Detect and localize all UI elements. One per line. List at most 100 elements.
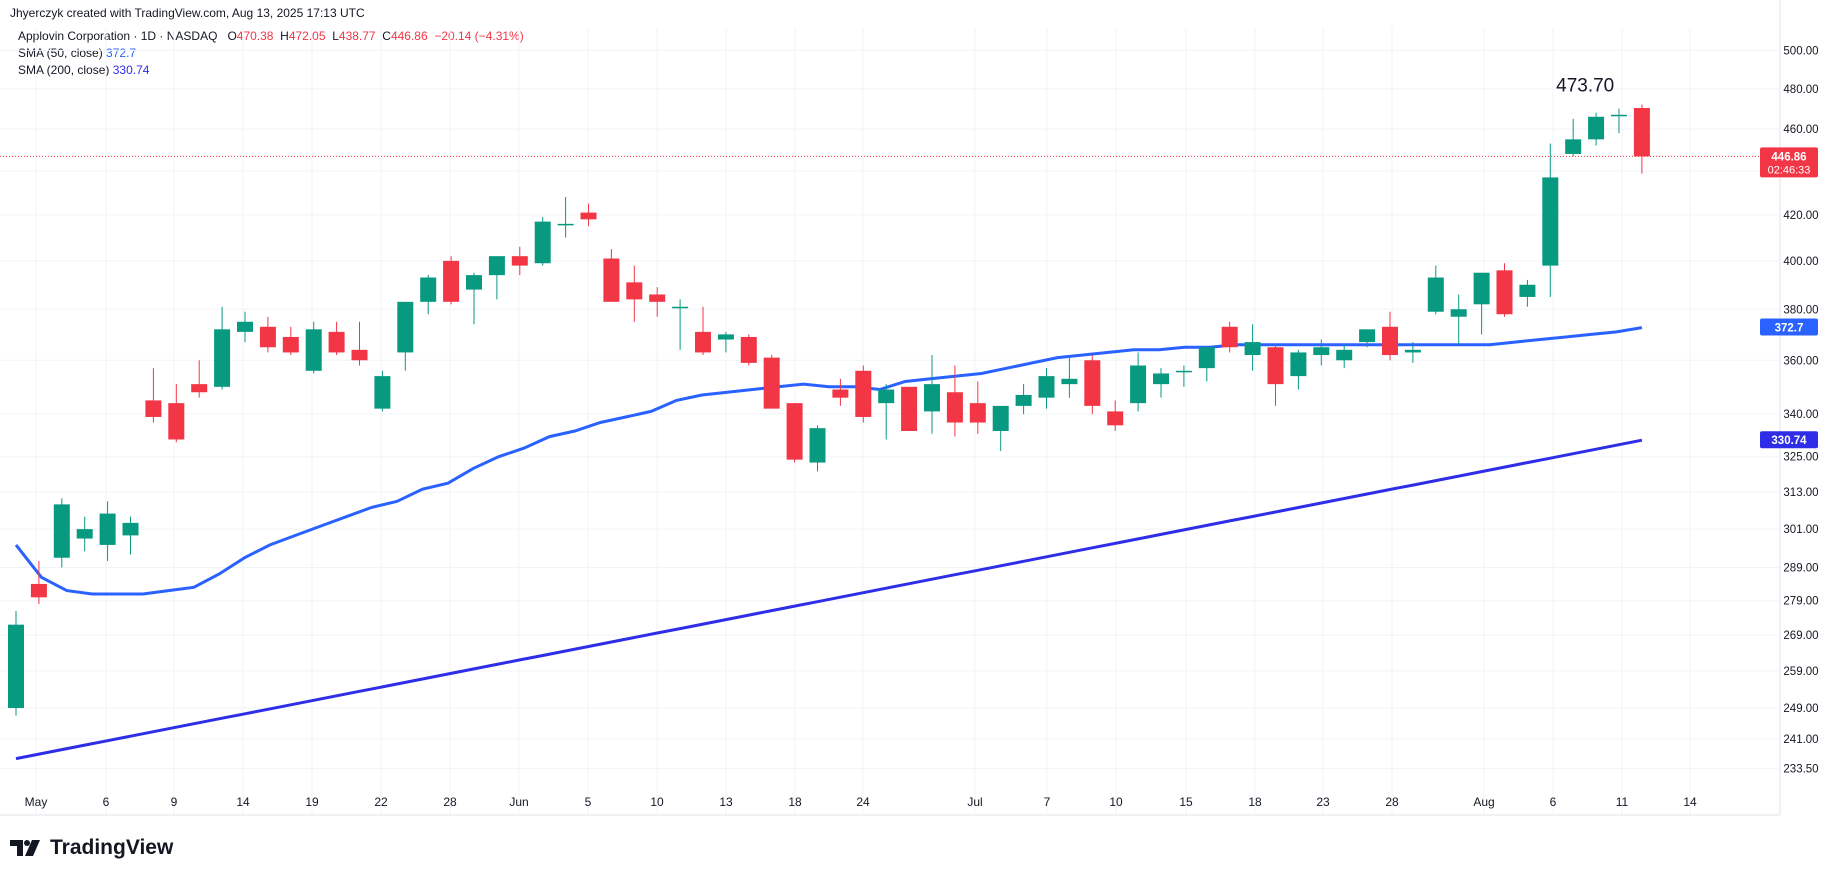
- symbol-name[interactable]: Applovin Corporation · 1D · NASDAQ: [18, 29, 218, 43]
- candle-body: [534, 221, 551, 264]
- sma50-badge-label: 372.7: [1775, 323, 1804, 335]
- candle-body: [1107, 411, 1124, 426]
- candle-body: [1519, 284, 1536, 297]
- candle-body: [374, 376, 391, 409]
- candle-body: [214, 329, 231, 387]
- candle-body: [1038, 376, 1055, 398]
- candle-body: [1153, 373, 1169, 385]
- candle-body: [1244, 342, 1261, 356]
- candle-body: [1427, 277, 1444, 312]
- open-value: 470.38: [236, 29, 274, 43]
- candle-body: [1565, 139, 1582, 154]
- x-tick-label: May: [25, 795, 48, 809]
- x-tick-label: 14: [236, 795, 250, 809]
- last-price-badge-countdown: 02:46:33: [1768, 164, 1811, 176]
- candle-body: [53, 504, 70, 558]
- candle-body: [1221, 326, 1238, 348]
- candle-body: [1382, 326, 1398, 356]
- change-value: −20.14 (−4.31%): [434, 29, 524, 43]
- candle-body: [305, 329, 322, 371]
- y-tick-label: 500.00: [1783, 45, 1818, 57]
- y-tick-label: 249.00: [1783, 703, 1818, 715]
- x-tick-label: 22: [374, 795, 388, 809]
- candle-body: [1290, 352, 1307, 377]
- candle-body: [328, 331, 345, 353]
- candle-body: [832, 389, 849, 398]
- tradingview-logo-text: TradingView: [50, 836, 174, 859]
- symbol-ohlc-line: Applovin Corporation · 1D · NASDAQ O470.…: [18, 29, 524, 43]
- candle-body: [1611, 114, 1627, 117]
- x-tick-label: 11: [1616, 795, 1629, 809]
- high-annotation-label: 473.70: [1556, 75, 1614, 96]
- sma50-line: [14, 326, 1643, 596]
- candle-body: [282, 336, 299, 353]
- x-tick-label: 15: [1179, 795, 1193, 809]
- sma50-legend[interactable]: SMA (50, close) 372.7: [18, 46, 136, 60]
- candle-body: [603, 258, 620, 302]
- x-tick-label: 24: [856, 795, 870, 809]
- candle-body: [8, 624, 24, 709]
- candle-body: [1359, 329, 1376, 343]
- y-tick-label: 301.00: [1783, 524, 1818, 536]
- y-tick-label: 480.00: [1783, 84, 1818, 96]
- candle-body: [946, 392, 963, 423]
- y-tick-label: 259.00: [1783, 666, 1818, 678]
- candle-body: [557, 223, 574, 226]
- y-tick-label: 460.00: [1783, 124, 1818, 136]
- y-tick-label: 400.00: [1783, 256, 1818, 268]
- sma200-badge-label: 330.74: [1771, 435, 1807, 447]
- high-label: H: [280, 29, 289, 43]
- candle-body: [809, 428, 826, 463]
- candle-body: [351, 349, 368, 361]
- sma50-badge-bg: [1760, 318, 1818, 336]
- candle-body: [511, 256, 528, 266]
- candle-body: [1267, 347, 1284, 385]
- candle-body: [1633, 107, 1650, 157]
- y-tick-label: 340.00: [1783, 409, 1818, 421]
- y-tick-label: 289.00: [1783, 562, 1818, 574]
- x-tick-label: 14: [1683, 795, 1697, 809]
- y-tick-label: 241.00: [1783, 734, 1818, 746]
- high-value: 472.05: [288, 29, 326, 43]
- low-value: 438.77: [338, 29, 376, 43]
- tradingview-logo-icon: [10, 840, 40, 856]
- x-tick-label: Jun: [509, 795, 528, 809]
- y-tick-label: 420.00: [1783, 210, 1818, 222]
- candle-body: [420, 277, 437, 302]
- candle-body: [99, 513, 116, 545]
- candle-body: [740, 336, 757, 363]
- close-value: 446.86: [390, 29, 428, 43]
- candle-body: [1084, 360, 1101, 406]
- x-tick-label: 19: [305, 795, 319, 809]
- x-tick-label: 28: [443, 795, 457, 809]
- candle-body: [626, 282, 643, 300]
- candle-body: [466, 275, 482, 290]
- candle-body: [992, 405, 1009, 431]
- sma200-badge-bg: [1760, 431, 1818, 449]
- candle-body: [855, 370, 872, 417]
- candle-body: [1496, 270, 1513, 315]
- sma200-label: SMA (200, close): [18, 63, 110, 77]
- x-tick-label: 28: [1385, 795, 1399, 809]
- sma200-line: [15, 438, 1643, 761]
- candle-body: [580, 212, 597, 220]
- candle-body: [259, 326, 276, 348]
- x-tick-label: 23: [1316, 795, 1330, 809]
- y-tick-label: 279.00: [1783, 596, 1818, 608]
- candle-body: [145, 400, 162, 417]
- sma200-value: 330.74: [112, 63, 150, 77]
- candle-body: [786, 403, 803, 460]
- y-tick-label: 380.00: [1783, 304, 1818, 316]
- candle-body: [1175, 370, 1192, 373]
- x-tick-label: 13: [719, 795, 733, 809]
- x-tick-label: 7: [1044, 795, 1051, 809]
- tradingview-logo[interactable]: TradingView: [10, 836, 173, 860]
- y-tick-label: 269.00: [1783, 630, 1818, 642]
- candle-body: [1404, 349, 1421, 353]
- x-tick-label: 6: [1550, 795, 1557, 809]
- x-tick-label: 18: [1248, 795, 1262, 809]
- open-label: O: [227, 29, 237, 43]
- sma200-legend[interactable]: SMA (200, close) 330.74: [18, 63, 149, 77]
- x-tick-label: 6: [103, 795, 110, 809]
